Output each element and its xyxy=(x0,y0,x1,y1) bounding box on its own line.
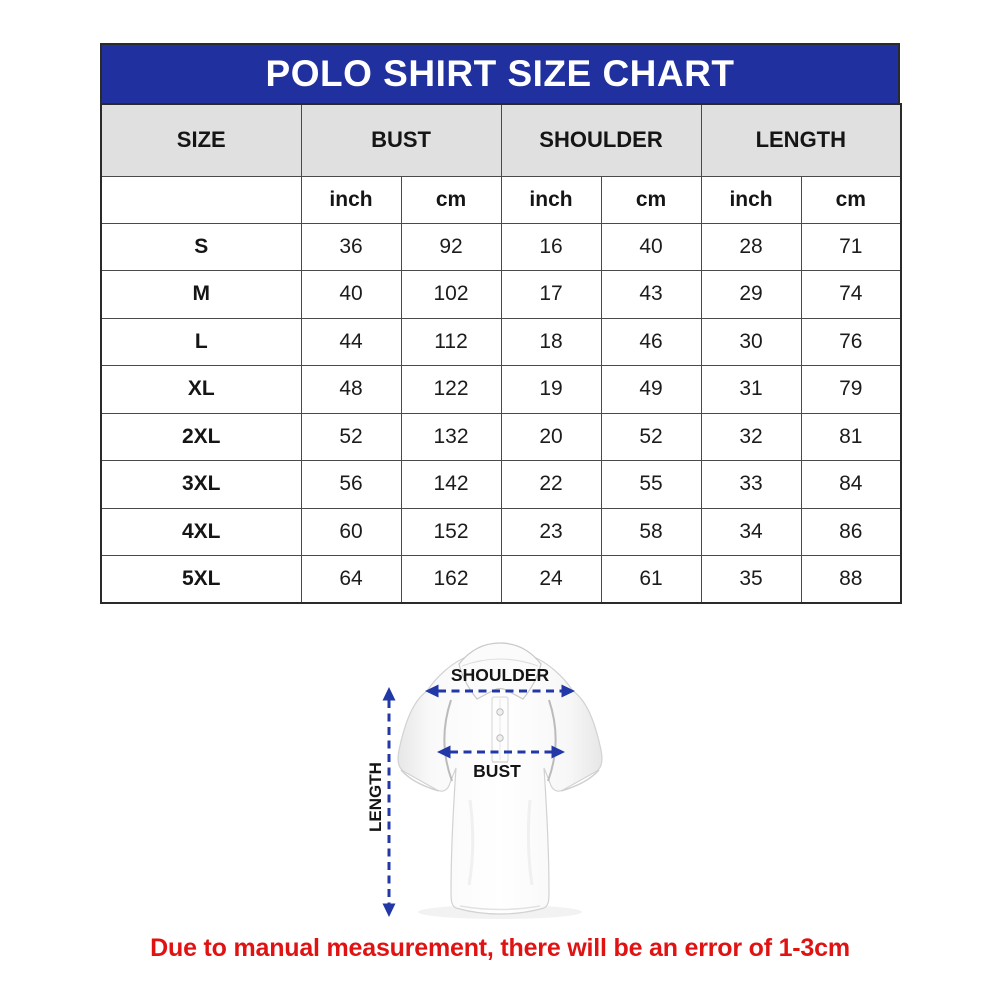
value-cell: 19 xyxy=(500,365,602,414)
bust-dimension-arrow xyxy=(437,745,565,759)
chart-title: POLO SHIRT SIZE CHART xyxy=(265,53,735,94)
value-cell: 49 xyxy=(600,365,702,414)
value-cell: 43 xyxy=(600,270,702,319)
value-cell: 40 xyxy=(300,270,402,319)
value-cell: 18 xyxy=(500,317,602,366)
value-cell: 132 xyxy=(400,412,502,461)
col-header-bust: BUST xyxy=(300,103,502,177)
value-cell: 162 xyxy=(400,555,502,604)
value-cell: 33 xyxy=(700,460,802,509)
size-unit-spacer-cell xyxy=(100,175,302,224)
table-row: S 36 92 16 40 28 71 xyxy=(100,222,902,271)
value-cell: 92 xyxy=(400,222,502,271)
table-row: M 40 102 17 43 29 74 xyxy=(100,270,902,319)
value-cell: 112 xyxy=(400,317,502,366)
value-cell: 74 xyxy=(800,270,902,319)
value-cell: 84 xyxy=(800,460,902,509)
unit-header-row: inch cm inch cm inch cm xyxy=(100,175,902,224)
value-cell: 32 xyxy=(700,412,802,461)
value-cell: 23 xyxy=(500,507,602,556)
table-row: L 44 112 18 46 30 76 xyxy=(100,317,902,366)
value-cell: 64 xyxy=(300,555,402,604)
value-cell: 22 xyxy=(500,460,602,509)
value-cell: 31 xyxy=(700,365,802,414)
size-cell: 3XL xyxy=(100,460,302,509)
bust-label: BUST xyxy=(473,761,521,781)
value-cell: 86 xyxy=(800,507,902,556)
value-cell: 52 xyxy=(600,412,702,461)
value-cell: 71 xyxy=(800,222,902,271)
size-cell: 5XL xyxy=(100,555,302,604)
size-chart: POLO SHIRT SIZE CHART SIZE BUST SHOULDER… xyxy=(100,43,903,604)
size-cell: 2XL xyxy=(100,412,302,461)
length-label: LENGTH xyxy=(366,762,385,832)
value-cell: 122 xyxy=(400,365,502,414)
length-dimension-arrow xyxy=(382,687,396,917)
table-row: XL 48 122 19 49 31 79 xyxy=(100,365,902,414)
value-cell: 81 xyxy=(800,412,902,461)
value-cell: 36 xyxy=(300,222,402,271)
value-cell: 24 xyxy=(500,555,602,604)
value-cell: 55 xyxy=(600,460,702,509)
chart-title-bar: POLO SHIRT SIZE CHART xyxy=(100,43,900,103)
unit-header: inch xyxy=(700,175,802,224)
value-cell: 20 xyxy=(500,412,602,461)
value-cell: 35 xyxy=(700,555,802,604)
value-cell: 61 xyxy=(600,555,702,604)
value-cell: 76 xyxy=(800,317,902,366)
value-cell: 34 xyxy=(700,507,802,556)
size-cell: 4XL xyxy=(100,507,302,556)
size-cell: XL xyxy=(100,365,302,414)
table-row: 2XL 52 132 20 52 32 81 xyxy=(100,412,902,461)
value-cell: 17 xyxy=(500,270,602,319)
unit-header: inch xyxy=(500,175,602,224)
table-row: 5XL 64 162 24 61 35 88 xyxy=(100,555,902,604)
unit-header: cm xyxy=(800,175,902,224)
polo-shirt-illustration xyxy=(397,642,603,919)
value-cell: 52 xyxy=(300,412,402,461)
shoulder-dimension-arrow xyxy=(425,684,575,698)
value-cell: 152 xyxy=(400,507,502,556)
size-cell: L xyxy=(100,317,302,366)
value-cell: 40 xyxy=(600,222,702,271)
value-cell: 46 xyxy=(600,317,702,366)
size-table: SIZE BUST SHOULDER LENGTH inch cm inch c… xyxy=(100,103,903,604)
col-header-length: LENGTH xyxy=(700,103,902,177)
value-cell: 28 xyxy=(700,222,802,271)
col-header-size: SIZE xyxy=(100,103,302,177)
value-cell: 58 xyxy=(600,507,702,556)
unit-header: cm xyxy=(600,175,702,224)
value-cell: 60 xyxy=(300,507,402,556)
group-header-row: SIZE BUST SHOULDER LENGTH xyxy=(100,103,902,177)
unit-header: cm xyxy=(400,175,502,224)
measurement-diagram: SHOULDER BUST LENGTH xyxy=(366,642,603,919)
disclaimer-text: Due to manual measurement, there will be… xyxy=(150,934,850,962)
value-cell: 142 xyxy=(400,460,502,509)
value-cell: 29 xyxy=(700,270,802,319)
table-row: 3XL 56 142 22 55 33 84 xyxy=(100,460,902,509)
value-cell: 56 xyxy=(300,460,402,509)
table-row: 4XL 60 152 23 58 34 86 xyxy=(100,507,902,556)
value-cell: 44 xyxy=(300,317,402,366)
col-header-shoulder: SHOULDER xyxy=(500,103,702,177)
value-cell: 30 xyxy=(700,317,802,366)
shoulder-label: SHOULDER xyxy=(451,665,550,685)
value-cell: 79 xyxy=(800,365,902,414)
size-cell: M xyxy=(100,270,302,319)
value-cell: 88 xyxy=(800,555,902,604)
value-cell: 48 xyxy=(300,365,402,414)
value-cell: 16 xyxy=(500,222,602,271)
value-cell: 102 xyxy=(400,270,502,319)
size-cell: S xyxy=(100,222,302,271)
unit-header: inch xyxy=(300,175,402,224)
